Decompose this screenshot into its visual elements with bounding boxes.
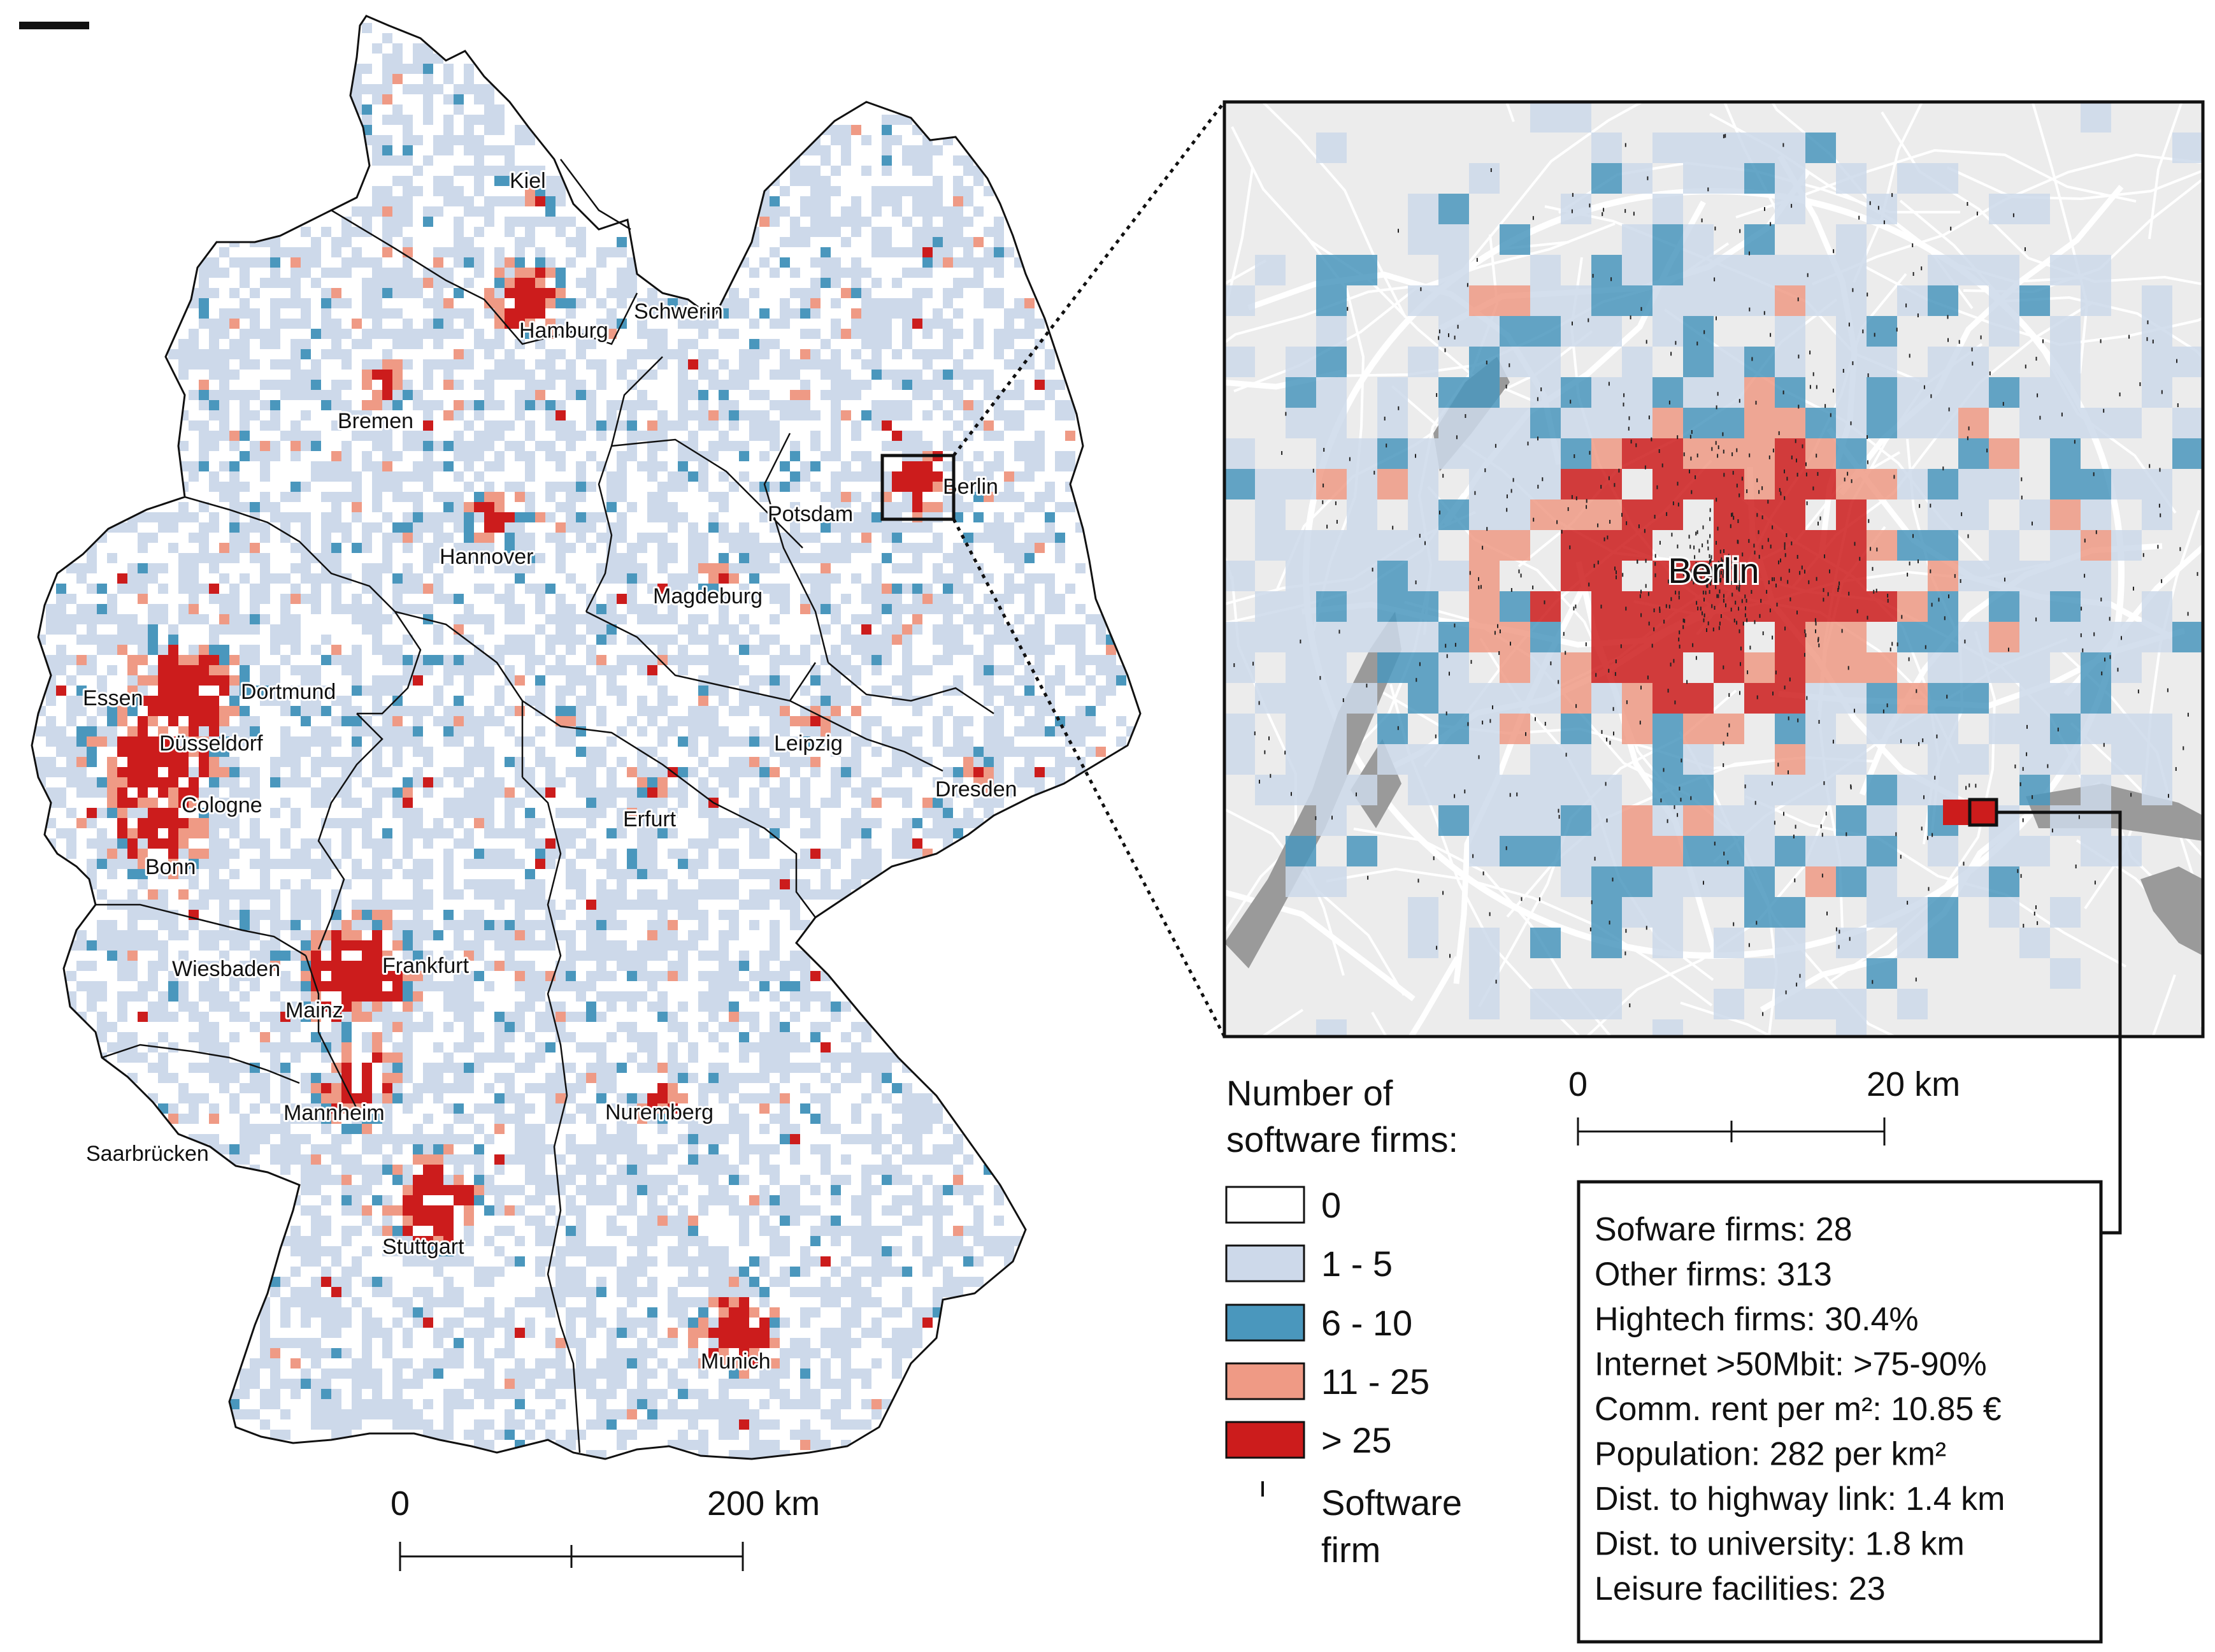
legend-swatch-1	[1225, 1244, 1305, 1282]
legend-label-1: 1 - 5	[1321, 1244, 1393, 1284]
legend-label-2: 6 - 10	[1321, 1303, 1412, 1343]
city-label-6: Hannover	[440, 545, 533, 569]
legend-marker-line1: Software	[1321, 1483, 1462, 1523]
legend-swatch-4	[1225, 1421, 1305, 1459]
inset-berlin-label: Berlin	[1668, 550, 1759, 591]
germany-outline	[31, 15, 1142, 1460]
connector-top	[952, 101, 1226, 457]
city-label-2: Schwerin	[634, 299, 723, 324]
info-line-4: Comm. rent per m²: 10.85 €	[1595, 1391, 2002, 1428]
info-line-8: Leisure facilities: 23	[1595, 1570, 1886, 1607]
city-label-0: Kiel	[510, 169, 546, 193]
city-label-22: Stuttgart	[382, 1235, 464, 1259]
city-labels: Kiel Hamburg Schwerin Bremen Berlin Potsdam Ha…	[81, 167, 1019, 1375]
legend-title-line1: Number of	[1226, 1073, 1393, 1113]
inset-frame	[1222, 100, 2205, 1038]
city-label-18: Mainz	[285, 998, 343, 1023]
city-label-5: Potsdam	[768, 502, 853, 526]
corner-mark	[19, 22, 89, 29]
legend-swatch-3	[1225, 1362, 1305, 1400]
berlin-inset-map: Berlin	[1222, 100, 2205, 1038]
info-line-6: Dist. to highway link: 1.4 km	[1595, 1481, 2005, 1518]
info-line-5: Population: 282 per km²	[1595, 1436, 1946, 1473]
city-label-4: Berlin	[943, 475, 998, 499]
germany-scale-bar: 0 200 km	[391, 1484, 820, 1571]
legend-swatch-2	[1225, 1304, 1305, 1342]
info-line-7: Dist. to university: 1.8 km	[1595, 1526, 1965, 1563]
germany-map: Kiel Hamburg Schwerin Bremen Berlin Potsdam Ha…	[31, 15, 1142, 1460]
legend-marker-line2: firm	[1321, 1530, 1380, 1570]
inset-grid-cells	[1224, 102, 2203, 1037]
germany-scale-start: 0	[391, 1484, 410, 1523]
inset-scale-bar: 0 20 km	[1568, 1065, 1960, 1146]
city-label-15: Erfurt	[623, 807, 677, 831]
berlin-extent-box	[880, 454, 956, 521]
city-label-1: Hamburg	[519, 319, 608, 343]
city-label-11: Cologne	[182, 793, 262, 817]
city-label-9: Dortmund	[241, 680, 336, 704]
inset-firm-markers	[1224, 134, 2203, 1016]
city-label-19: Mannheim	[283, 1101, 385, 1125]
city-label-21: Saarbrücken	[86, 1142, 209, 1166]
city-label-8: Essen	[83, 686, 143, 710]
city-label-17: Frankfurt	[382, 954, 470, 978]
city-label-14: Dresden	[935, 777, 1017, 801]
germany-scale-end: 200 km	[707, 1484, 820, 1523]
legend-firm-marker	[1261, 1481, 1264, 1497]
city-label-10: Düsseldorf	[159, 731, 263, 756]
legend-label-4: > 25	[1321, 1420, 1392, 1460]
info-connector	[1996, 810, 2122, 1235]
legend-label-0: 0	[1321, 1185, 1341, 1225]
city-label-3: Bremen	[338, 409, 413, 433]
city-label-7: Magdeburg	[653, 584, 763, 608]
info-line-1: Other firms: 313	[1595, 1256, 1832, 1293]
legend: Number of software firms: 0 1 - 5 6 - 10 11…	[1225, 1073, 1462, 1570]
city-label-23: Munich	[701, 1349, 771, 1374]
info-line-3: Internet >50Mbit: >75-90%	[1595, 1346, 1987, 1383]
city-label-16: Wiesbaden	[172, 957, 280, 981]
info-line-0: Sofware firms: 28	[1595, 1211, 1853, 1248]
info-line-2: Hightech firms: 30.4%	[1595, 1301, 1919, 1338]
legend-label-3: 11 - 25	[1321, 1361, 1430, 1402]
city-label-20: Nuremberg	[605, 1100, 713, 1124]
state-borders	[96, 159, 994, 1453]
inset-scale-start: 0	[1568, 1065, 1588, 1103]
city-label-12: Bonn	[145, 855, 196, 879]
legend-swatch-0	[1225, 1186, 1305, 1224]
inset-scale-end: 20 km	[1867, 1065, 1960, 1103]
legend-title-line2: software firms:	[1226, 1119, 1458, 1160]
city-label-13: Leipzig	[774, 731, 843, 756]
cell-info-box: Sofware firms: 28 Other firms: 313 Hightec…	[1577, 1180, 2103, 1644]
